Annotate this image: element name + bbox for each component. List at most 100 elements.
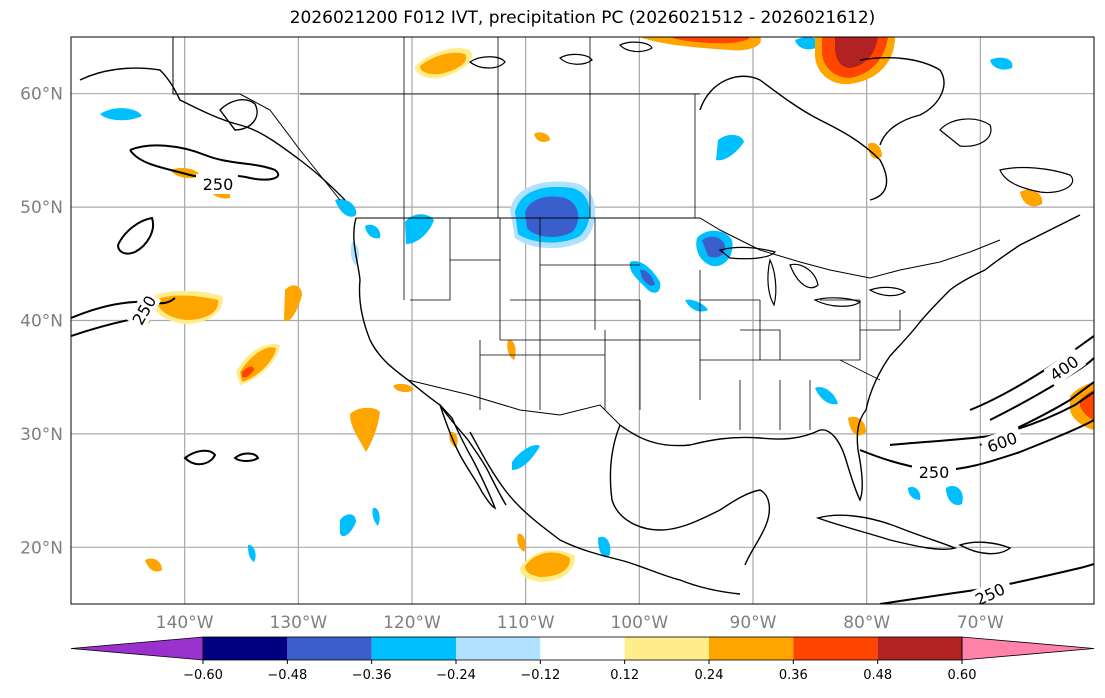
colorbar: −0.60 −0.48 −0.36 −0.24 −0.12 0.12 0.24 0.36 0.4… [70,636,1095,683]
coastline [619,41,653,53]
colorbar-extend-low [70,636,204,661]
ivt-contour-600 [889,391,1094,446]
colorbar-tick-label: −0.48 [267,668,307,683]
pc-negative-region [946,485,963,506]
pc-negative-region [990,57,1013,70]
ivt-contour-250 [116,216,154,255]
pc-positive-region [525,552,571,577]
coastline [468,56,506,69]
colorbar-tick-label: 0.48 [863,668,892,683]
coastline [353,217,507,506]
longitude-labels: 140°W 130°W 120°W 110°W 100°W 90°W 80°W 70°W [156,613,1004,633]
ivt-contour-250 [879,563,1094,604]
pc-negative-region [340,514,356,537]
lon-label: 120°W [383,613,441,633]
lat-label: 60°N [20,85,63,105]
map-boundaries [79,37,1081,595]
colorbar-tick-label: 0.12 [610,668,639,683]
colorbar-tick-label: 0.60 [948,668,977,683]
pc-positive-region [393,383,414,393]
lon-label: 110°W [497,613,555,633]
pc-positive-region [420,52,467,75]
pc-negative-region [365,224,381,239]
lon-label: 70°W [957,613,1004,633]
ivt-contour-250 [129,144,280,181]
pc-negative-region [908,486,921,500]
pc-positive-region [517,533,526,552]
great-lakes [789,263,819,289]
pc-negative-region [405,214,434,244]
colorbar-swatch [793,637,878,660]
precipitation-pc-fills [100,37,1094,582]
hudson-bay [699,75,888,201]
coastline [219,99,258,131]
pc-negative-region [525,196,579,237]
colorbar-swatch [287,637,372,660]
latitude-labels: 20°N 30°N 40°N 50°N 60°N [20,85,63,559]
pc-negative-region [100,108,142,121]
coastline [559,53,593,65]
pc-positive-region [534,132,550,142]
coastline [609,424,771,566]
contour-label-bg [912,462,956,482]
pc-negative-region [640,269,655,286]
pc-negative-region [716,134,744,161]
coastline [619,409,867,502]
pc-positive-region [1080,390,1094,420]
colorbar-swatch [203,637,288,660]
coastline [79,67,346,201]
great-lakes [868,286,907,297]
state-borders [403,218,901,430]
colorbar-tick-label: −0.36 [352,668,392,683]
coastline [865,214,1081,411]
pc-positive-region [1020,189,1043,207]
alaska-border [172,37,341,201]
colorbar-swatch [456,637,541,660]
pc-negative-region [335,199,357,217]
cuba-coastline [815,514,958,550]
colorbar-tick-label: −0.60 [183,668,223,683]
pc-positive-region [156,295,219,320]
lon-label: 90°W [730,613,777,633]
coastline [439,404,497,510]
pc-positive-region [835,37,878,68]
pc-negative-region [598,536,611,558]
colorbar-swatch [624,637,709,660]
coastline [939,118,992,147]
contour-label: 250 [919,463,950,482]
pc-negative-region [512,444,540,470]
pc-negative-region [685,299,708,312]
colorbar-swatch [877,637,962,660]
mexico-border [407,379,621,426]
coastline [999,166,1074,194]
great-lakes [718,246,777,260]
pc-positive-region [284,285,302,321]
plot-frame [70,36,1095,605]
contour-label-bg [969,575,1015,604]
colorbar-tick-label: −0.12 [520,668,560,683]
pc-positive-region [350,407,380,452]
pc-negative-region [702,236,726,258]
hispaniola-coastline [958,541,1012,555]
colorbar-tick-label: 0.24 [695,668,724,683]
pc-positive-region [242,366,254,378]
contour-label-bg [1043,348,1087,387]
pc-negative-region [795,37,821,50]
colorbar-extend-high [961,636,1095,661]
pc-positive-region [868,142,882,159]
pc-negative-region [815,386,838,405]
contour-label-bg [126,290,162,330]
lat-label: 40°N [20,312,63,332]
contour-label-bg [196,174,238,194]
lat-label: 20°N [20,538,63,558]
hudson-bay [859,56,945,146]
colorbar-tick-label: 0.36 [779,668,808,683]
contour-label: 250 [203,175,234,194]
colorbar-frame [202,636,963,661]
pc-positive-region [848,416,866,436]
colorbar-swatch [540,637,625,660]
colorbar-swatch [709,637,794,660]
colorbar-tick-label: −0.24 [436,668,476,683]
ivt-contour-250 [859,419,1094,472]
